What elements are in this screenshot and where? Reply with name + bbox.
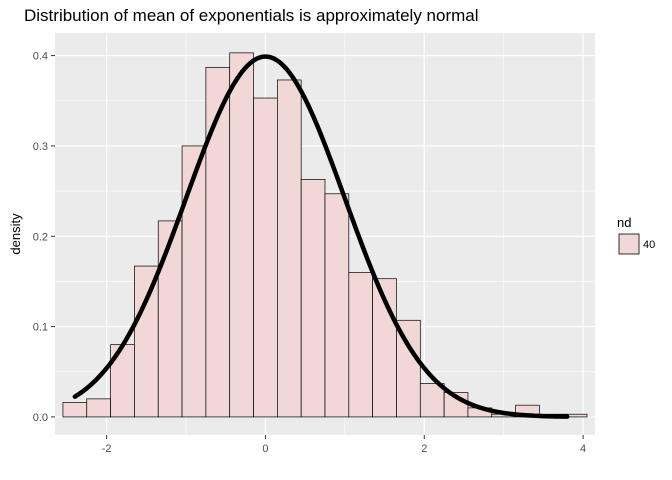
legend-key-swatch bbox=[618, 233, 640, 255]
x-tick-label: 2 bbox=[421, 443, 427, 455]
x-tick-label: 0 bbox=[262, 443, 268, 455]
histogram-bar bbox=[134, 265, 159, 418]
legend-entry-label: 40 bbox=[643, 239, 655, 251]
normal-density-curve bbox=[72, 54, 570, 419]
x-tick-label: 4 bbox=[580, 443, 586, 455]
x-tick-label: -2 bbox=[102, 443, 112, 455]
histogram-bar bbox=[277, 79, 302, 418]
y-tick-label: 0.2 bbox=[33, 231, 48, 243]
y-axis-title: density bbox=[8, 213, 23, 255]
histogram-bars bbox=[62, 52, 588, 418]
histogram-bar bbox=[419, 383, 445, 418]
y-tick-label: 0.0 bbox=[33, 412, 48, 424]
y-axis: 0.0 0.1 0.2 0.3 0.4 bbox=[33, 51, 55, 424]
legend-title: nd bbox=[617, 215, 631, 230]
histogram-bar bbox=[181, 145, 207, 418]
chart-title: Distribution of mean of exponentials is … bbox=[24, 6, 479, 25]
histogram-bar bbox=[157, 220, 183, 418]
histogram-bar bbox=[324, 193, 350, 418]
y-tick-label: 0.3 bbox=[33, 141, 48, 153]
legend: nd 40 bbox=[617, 215, 655, 255]
histogram-bar bbox=[348, 272, 373, 418]
histogram-bar bbox=[253, 97, 278, 418]
y-tick-label: 0.1 bbox=[33, 322, 48, 334]
histogram-bar bbox=[62, 402, 88, 418]
histogram-bar bbox=[300, 178, 326, 418]
x-axis: -2 0 2 4 bbox=[102, 435, 586, 455]
histogram-bar bbox=[86, 398, 111, 418]
histogram-bar bbox=[396, 319, 421, 418]
histogram-bar bbox=[229, 52, 254, 418]
y-tick-label: 0.4 bbox=[33, 51, 48, 63]
